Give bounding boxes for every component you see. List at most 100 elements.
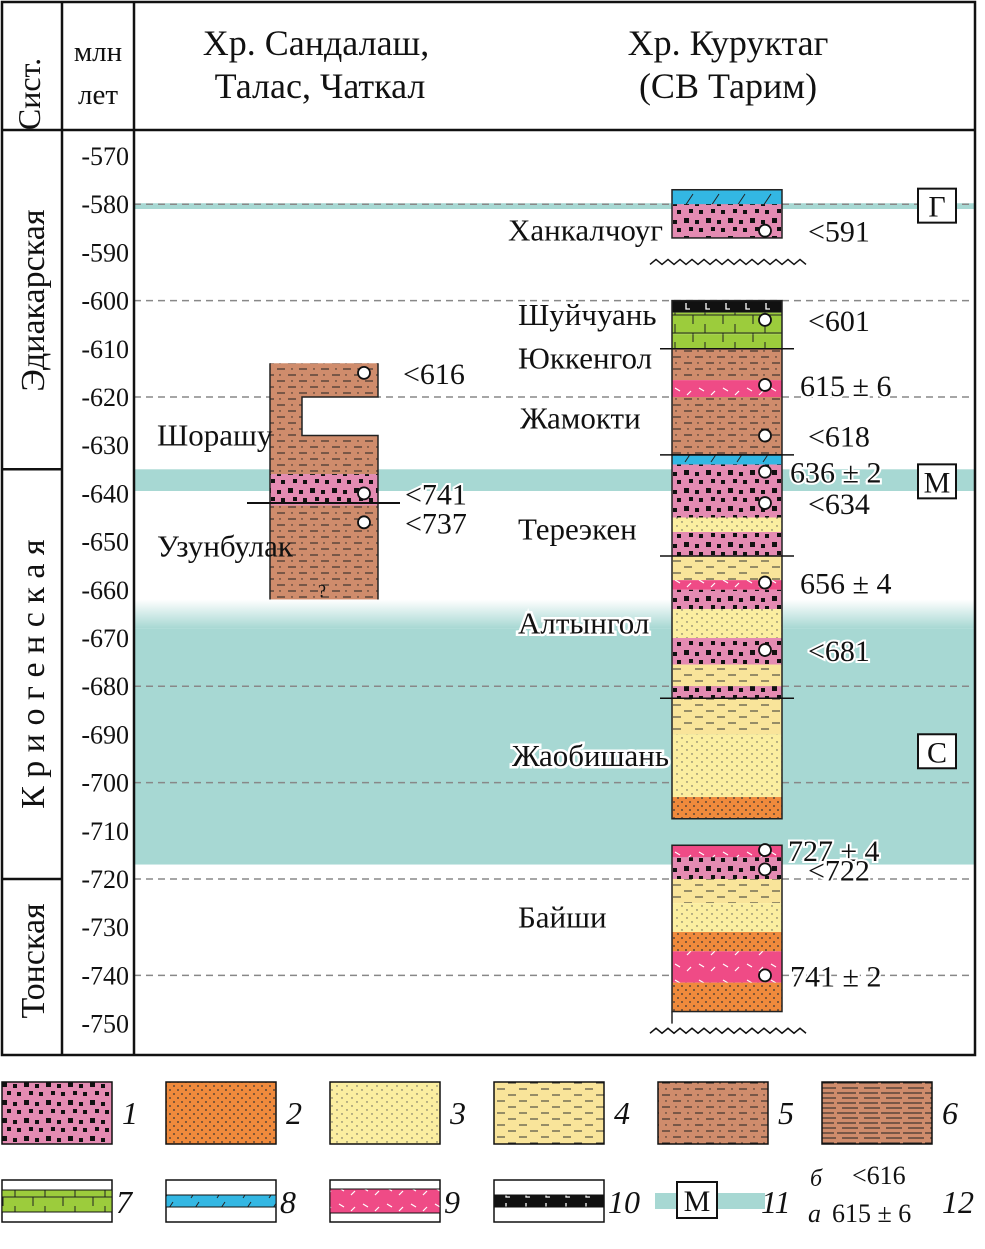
legend-number: 5 xyxy=(778,1095,794,1131)
right-layer-3 xyxy=(672,609,782,638)
glacial-bands xyxy=(134,203,975,865)
sample-point xyxy=(758,428,772,443)
right-formation-name: Тереэкен xyxy=(518,512,637,547)
left-title-line2: Талас, Чаткал xyxy=(215,66,426,106)
right-formation-name: Алтынгол xyxy=(518,606,649,641)
age-label: <601 xyxy=(808,305,870,338)
glacial-band-c-fade xyxy=(134,599,975,629)
age-label: <618 xyxy=(808,421,870,454)
right-title-line2: (СВ Тарим) xyxy=(639,66,817,106)
right-layer-1 xyxy=(672,686,782,699)
right-layer-7 xyxy=(672,312,782,335)
right-formation-name: Байши xyxy=(518,900,607,935)
legend-age-a-letter: а xyxy=(808,1199,821,1228)
sample-point xyxy=(758,862,772,877)
right-layer-2 xyxy=(672,797,782,819)
legend-item-7: 7 xyxy=(1,1179,134,1223)
right-layer-9 xyxy=(672,380,782,397)
legend-number: 10 xyxy=(608,1184,640,1220)
sample-point xyxy=(758,843,772,857)
legend-swatch xyxy=(329,1081,441,1145)
header-age-line2: лет xyxy=(78,79,118,111)
age-label: <591 xyxy=(808,216,870,249)
age-label: <681 xyxy=(808,635,870,668)
left-formation-name: Шорашу xyxy=(157,418,273,453)
uncertain-base-mark: ? xyxy=(318,581,326,601)
legend-swatch xyxy=(1,1189,113,1213)
age-tick-label: -680 xyxy=(81,672,129,701)
legend-item-6: 6 xyxy=(821,1081,958,1145)
legend-number: 3 xyxy=(449,1095,466,1131)
right-layer-9 xyxy=(672,845,782,858)
age-tick-label: -720 xyxy=(81,865,129,894)
sample-point xyxy=(758,464,772,479)
legend-number: 9 xyxy=(444,1184,460,1220)
sample-point xyxy=(758,643,772,657)
legend-number: 2 xyxy=(286,1095,302,1131)
sample-point xyxy=(758,378,772,392)
glaciation-label: М xyxy=(924,466,951,499)
right-title-line1: Хр. Куруктаг xyxy=(628,23,829,63)
age-label: <741 xyxy=(405,478,467,511)
sample-point xyxy=(758,223,772,238)
unconformity-upper xyxy=(649,258,807,266)
legend-number: 6 xyxy=(942,1095,958,1131)
age-tick-label: -710 xyxy=(81,817,129,846)
right-formation-name: Жамокти xyxy=(520,401,641,436)
legend-item-11: М 11 xyxy=(655,1181,791,1220)
legend-swatch xyxy=(493,1194,605,1208)
left-column-outline xyxy=(269,363,379,600)
glaciation-label-box xyxy=(917,187,957,224)
age-tick-label: -740 xyxy=(81,961,129,990)
sample-point xyxy=(758,968,772,983)
right-layer-3 xyxy=(672,903,782,933)
age-tick-label: -590 xyxy=(81,238,129,267)
glaciation-label: Г xyxy=(928,191,945,224)
header-age-line1: млн xyxy=(74,36,122,68)
age-label: 636 ± 2 xyxy=(790,457,881,490)
legend-item-8: 8 xyxy=(165,1179,296,1223)
right-layer-3 xyxy=(672,734,782,798)
legend-number: 7 xyxy=(116,1184,134,1220)
right-layer-10 xyxy=(672,300,782,313)
left-title-line1: Хр. Сандалаш, xyxy=(203,23,430,63)
legend-glacial-box xyxy=(676,1181,718,1219)
sample-point xyxy=(758,575,772,590)
age-tick-label: -730 xyxy=(81,913,129,942)
legend-swatch xyxy=(821,1081,933,1145)
sample-point xyxy=(758,496,772,510)
legend-age-b: <616 xyxy=(852,1161,906,1190)
age-tick-label: -640 xyxy=(81,479,129,508)
system-name: Тонская xyxy=(15,903,52,1019)
legend-item-1: 1 xyxy=(1,1081,138,1145)
legend-item-10: 10 xyxy=(493,1179,640,1223)
right-layer-1 xyxy=(672,531,782,557)
right-layer-3 xyxy=(672,517,782,532)
age-label: <634 xyxy=(808,488,870,521)
legend-swatch xyxy=(493,1081,605,1145)
right-layer-5 xyxy=(672,348,782,381)
unconformity-lower xyxy=(649,1027,807,1035)
right-layer-2 xyxy=(672,982,782,1012)
legend-item-3: 3 xyxy=(329,1081,466,1145)
right-layer-8 xyxy=(672,454,782,465)
glacial-band-c xyxy=(134,628,975,865)
age-label: <737 xyxy=(405,507,467,540)
age-label: 615 ± 6 xyxy=(800,370,891,403)
legend-swatch xyxy=(329,1188,441,1214)
legend-number: 11 xyxy=(761,1184,791,1220)
age-label: 727 ± 4 xyxy=(788,835,879,868)
sample-point xyxy=(758,312,772,327)
age-tick-label: -610 xyxy=(81,335,129,364)
right-layer-1 xyxy=(672,589,782,610)
sample-point xyxy=(357,515,371,530)
glaciation-label-box xyxy=(917,463,957,500)
sample-point xyxy=(357,365,371,380)
right-formation-name: Ханкалчоуг xyxy=(508,213,663,248)
system-name: К р и о г е н с к а я xyxy=(15,539,52,809)
legend-number: 1 xyxy=(122,1095,138,1131)
outer-frame xyxy=(0,0,977,1057)
legend-swatch xyxy=(657,1081,769,1145)
